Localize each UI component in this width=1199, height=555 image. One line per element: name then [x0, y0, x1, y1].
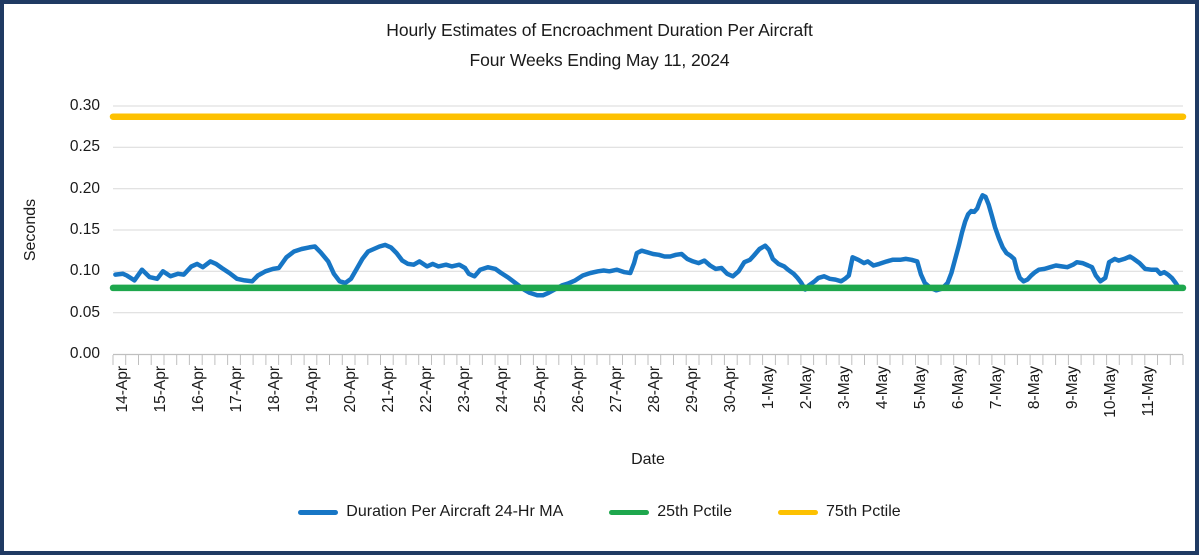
- y-axis-title: Seconds: [22, 198, 39, 262]
- legend-label-ma: Duration Per Aircraft 24-Hr MA: [346, 503, 564, 520]
- ma-line-swatch-icon: [298, 509, 339, 515]
- legend-item-p75: 75th Pctile: [777, 503, 901, 521]
- legend-label-p75: 75th Pctile: [825, 503, 901, 520]
- y-tick-label: 0.10: [69, 262, 100, 280]
- y-tick-label: 0.00: [69, 345, 100, 362]
- ma-line: [113, 193, 1182, 298]
- p75-line-swatch-icon: [777, 509, 818, 515]
- chart-title: Hourly Estimates of Encroachment Duratio…: [386, 20, 813, 40]
- y-tick-label: 0.30: [69, 97, 100, 114]
- legend-label-p25: 25th Pctile: [657, 503, 732, 520]
- y-tick-label: 0.25: [69, 138, 100, 156]
- legend: Duration Per Aircraft 24-Hr MA 25th Pcti…: [0, 503, 1199, 521]
- y-tick-label: 0.05: [69, 303, 100, 321]
- legend-item-p25: 25th Pctile: [609, 503, 732, 521]
- y-tick-label: 0.15: [69, 221, 100, 238]
- chart-subtitle: Four Weeks Ending May 11, 2024: [469, 50, 730, 70]
- x-axis-title: Date: [631, 451, 665, 468]
- y-tick-label: 0.20: [69, 179, 100, 197]
- p25-line-swatch-icon: [609, 509, 650, 515]
- legend-item-ma: Duration Per Aircraft 24-Hr MA: [298, 503, 563, 521]
